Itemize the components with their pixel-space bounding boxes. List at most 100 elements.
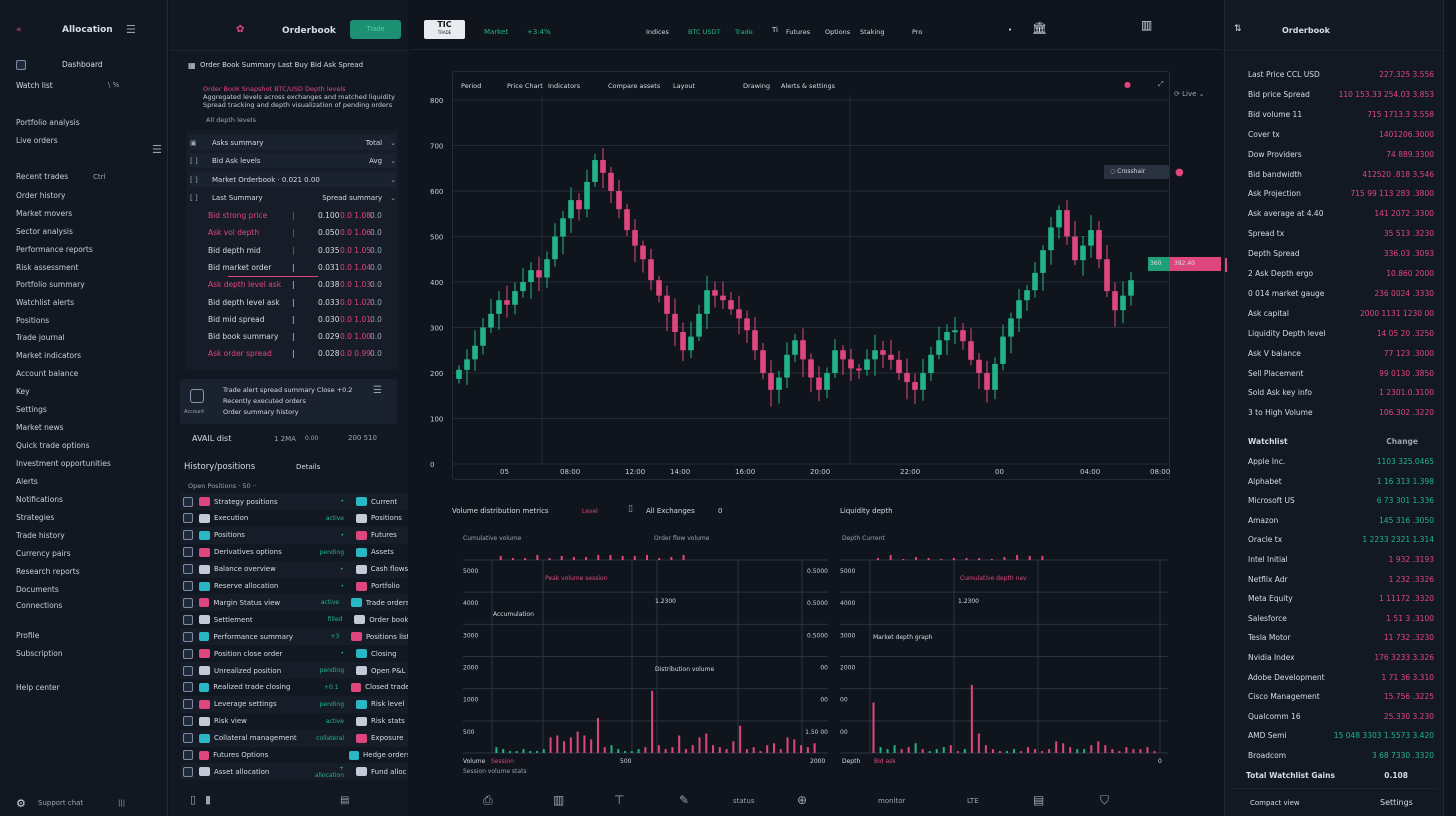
price-chart[interactable] (452, 71, 1170, 480)
download-icon[interactable]: ⊕ (797, 793, 808, 807)
document-icon[interactable]: ▤ (340, 795, 350, 806)
expand-icon[interactable]: ⤢ (1158, 80, 1164, 88)
position-row[interactable]: Asset allocation + allocation Fund alloc (180, 763, 408, 781)
tablet-icon[interactable]: ▮ (205, 793, 212, 806)
sidebar-item[interactable]: Research reports (16, 567, 80, 576)
watchlist-row[interactable]: Salesforce 1 51 3 .3100 (1248, 614, 1434, 623)
watchlist-row[interactable]: Nvidia Index 176 3233 3.326 (1248, 653, 1434, 662)
sidebar-item[interactable]: Risk assessment (16, 263, 79, 272)
watchlist-row[interactable]: AMD Semi 15 048 3303 1.5573 3.420 (1248, 731, 1434, 740)
sidebar-item[interactable]: Positions (16, 316, 50, 325)
orderbook-stat-row[interactable]: Depth Spread 336.03 .3093 (1248, 249, 1434, 258)
chart-tool[interactable]: Compare assets (608, 82, 661, 90)
sidebar-item[interactable]: Help center (16, 683, 60, 692)
position-row[interactable]: Performance summary +3 Positions list (180, 628, 408, 646)
sidebar-item[interactable]: Sector analysis (16, 227, 73, 236)
chevron-down-icon[interactable]: ⌄ (390, 138, 396, 147)
info-label[interactable]: status (733, 797, 755, 805)
sidebar-item[interactable]: Notifications (16, 495, 63, 504)
settings-icon[interactable]: ⚙ (16, 797, 26, 810)
position-row[interactable]: Settlement filled Order book (180, 611, 408, 628)
sidebar-item[interactable]: Alerts (16, 477, 38, 486)
orderbook-row[interactable]: Bid market order | 0.031 0.0 1.04 0.0 (208, 263, 388, 272)
orderbook-stat-row[interactable]: Bid price Spread 110 153.33 254.03 3.853 (1248, 90, 1434, 99)
sidebar-item[interactable]: Profile (16, 631, 40, 640)
receipt-icon[interactable]: ▤ (1033, 793, 1045, 807)
nav-options[interactable]: Options (825, 28, 851, 36)
position-row[interactable]: Unrealized position pending Open P&L (180, 662, 408, 679)
orderbook-stat-row[interactable]: 3 to High Volume 106.302 .3220 (1248, 408, 1434, 417)
columns-icon[interactable]: ▥ (553, 793, 565, 807)
orderbook-stat-row[interactable]: Liquidity Depth level 14 05 20 .3250 (1248, 329, 1434, 338)
support-link[interactable]: Support chat (38, 799, 84, 807)
chart-tool[interactable]: Indicators (548, 82, 581, 90)
orderbook-group[interactable]: [ ] Bid Ask levels Avg ⌄ (190, 153, 396, 168)
sidebar-item[interactable]: Trade journal (16, 333, 65, 342)
sidebar-item[interactable]: Currency pairs (16, 549, 71, 558)
orderbook-group[interactable]: ▣ Asks summary Total ⌄ (190, 135, 396, 150)
market-link[interactable]: Market (484, 28, 509, 36)
chart-tool[interactable]: Alerts & settings (781, 82, 835, 90)
watchlist-row[interactable]: Intel Initial 1 932 .3193 (1248, 555, 1434, 564)
orderbook-stat-row[interactable]: Bid volume 11 715 1713.3 3.558 (1248, 110, 1434, 119)
sidebar-item[interactable]: Market news (16, 423, 64, 432)
position-row[interactable]: Execution active Positions (180, 510, 408, 527)
sidebar-item[interactable]: Investment opportunities (16, 459, 111, 468)
chart-icon[interactable]: ▥ (1141, 18, 1153, 32)
compact-view-toggle[interactable]: Compact view (1250, 799, 1300, 807)
watchlist-row[interactable]: Broadcom 3 68 7330 .3320 (1248, 751, 1434, 760)
easel-icon[interactable]: ⊤ (614, 793, 625, 807)
details-link[interactable]: Details (296, 463, 321, 471)
position-row[interactable]: Futures Options Hedge orders (180, 747, 408, 764)
nav-trade[interactable]: Trade (735, 28, 753, 36)
sidebar-item[interactable]: Account balance (16, 369, 79, 378)
tab-volume[interactable]: Volume distribution metrics (452, 507, 549, 515)
watchlist-row[interactable]: Meta Equity 1 11172 .3320 (1248, 594, 1434, 603)
lte-icon[interactable]: LTE (967, 797, 979, 805)
orderbook-row[interactable]: Bid strong price | 0.100 0.0 1.08 0.0 (208, 211, 388, 220)
printer-icon[interactable]: ⎙ (483, 793, 493, 807)
watchlist-row[interactable]: Oracle tx 1 2233 2321 1.314 (1248, 535, 1434, 544)
position-row[interactable]: Leverage settings pending Risk level (180, 695, 408, 713)
settings-link[interactable]: Settings (1380, 798, 1413, 807)
menu-icon[interactable]: ☰ (373, 385, 382, 396)
position-row[interactable]: Strategy positions • Current (180, 493, 408, 510)
bank-icon[interactable]: 🏛︎ (1032, 21, 1048, 35)
watchlist-row[interactable]: Alphabet 1 16 313 1.398 (1248, 477, 1434, 486)
watchlist-row[interactable]: Tesla Motor 11 732 .3230 (1248, 633, 1434, 642)
position-row[interactable]: Positions • Futures (180, 526, 408, 544)
position-row[interactable]: Derivatives options pending Assets (180, 544, 408, 561)
orderbook-row[interactable]: Bid depth level ask | 0.033 0.0 1.02 0.0 (208, 298, 388, 307)
orderbook-stat-row[interactable]: Ask average at 4.40 141 2072 .3300 (1248, 209, 1434, 218)
sidebar-item[interactable]: Strategies (16, 513, 55, 522)
collapse-icon[interactable]: ☰ (152, 143, 162, 156)
orderbook-row[interactable]: Ask order spread | 0.028 0.0 0.99 0.0 (208, 349, 388, 358)
watchlist-row[interactable]: Cisco Management 15.756 .3225 (1248, 692, 1434, 701)
orderbook-row[interactable]: Bid mid spread | 0.030 0.0 1.01 0.0 (208, 315, 388, 324)
orderbook-row[interactable]: Bid depth mid | 0.035 0.0 1.05 0.0 (208, 246, 388, 255)
position-row[interactable]: Margin Status view active Trade orders (180, 594, 408, 612)
chart-tool[interactable]: Period (461, 82, 482, 90)
orderbook-group[interactable]: [ ] Market Orderbook · 0.021 0.00 ⌄ (190, 172, 396, 187)
sidebar-item[interactable]: Market movers (16, 209, 73, 218)
sidebar-item[interactable]: Recent trades (16, 172, 69, 181)
orderbook-stat-row[interactable]: Last Price CCL USD 227.325 3.556 (1248, 70, 1434, 79)
sidebar-item[interactable]: Documents (16, 585, 59, 594)
record-icon[interactable]: ● (1124, 80, 1131, 89)
sidebar-item[interactable]: Trade history (16, 531, 65, 540)
live-toggle[interactable]: ⟳ Live ⌄ (1174, 90, 1205, 98)
position-row[interactable]: Reserve allocation • Portfolio (180, 578, 408, 595)
sidebar-item[interactable]: Performance reports (16, 245, 93, 254)
sidebar-item[interactable]: Portfolio analysis (16, 118, 80, 127)
nav-pair[interactable]: BTC USDT (688, 28, 721, 36)
sidebar-item[interactable]: Order history (16, 191, 66, 200)
orderbook-row[interactable]: Bid book summary | 0.029 0.0 1.00 0.0 (208, 332, 388, 341)
phone-icon[interactable]: ▯ (190, 793, 197, 806)
pen-icon[interactable]: ✎ (679, 793, 690, 807)
menu-icon[interactable]: ☰ (126, 23, 136, 36)
sidebar-item[interactable]: Connections (16, 601, 63, 610)
sidebar-item[interactable]: Market indicators (16, 351, 82, 360)
sidebar-section[interactable]: Dashboard (62, 60, 103, 69)
chart-tool[interactable]: Drawing (743, 82, 771, 90)
tab-depth[interactable]: Liquidity depth (840, 507, 893, 515)
